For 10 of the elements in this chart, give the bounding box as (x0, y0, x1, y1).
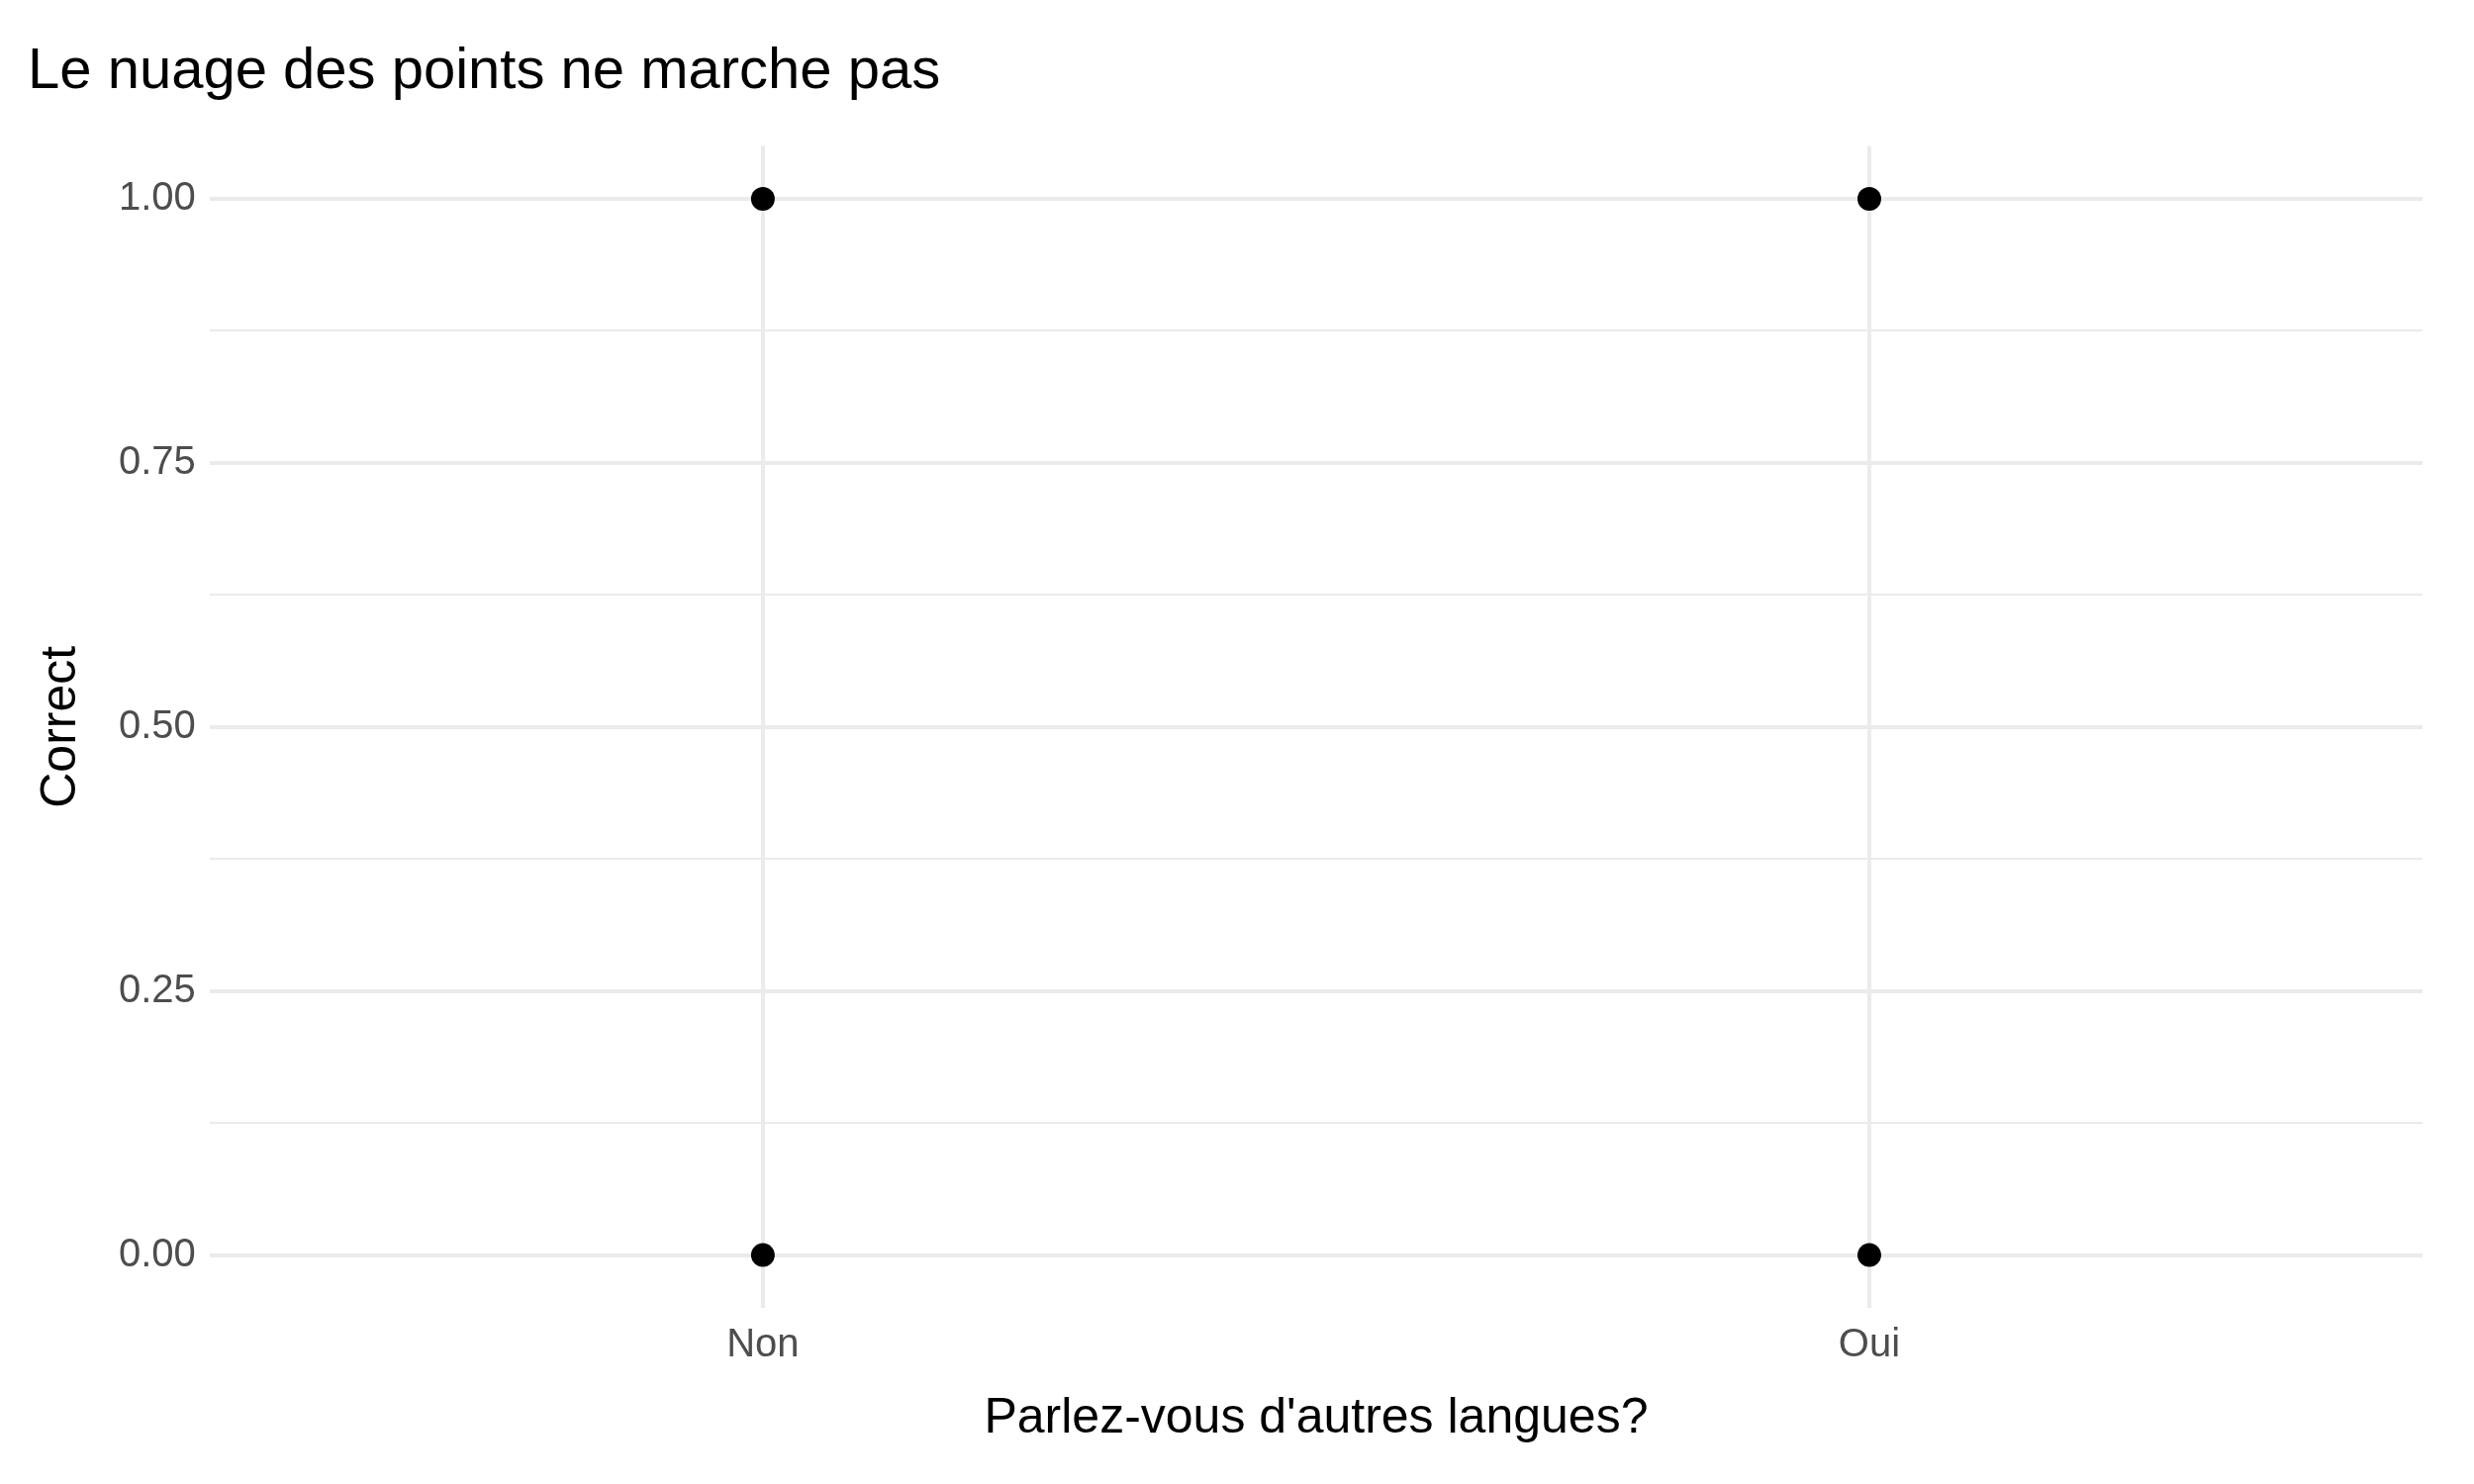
x-axis-title: Parlez-vous d'autres langues? (984, 1387, 1649, 1443)
y-tick-label: 1.00 (118, 174, 196, 219)
x-tick-label: Oui (1838, 1321, 1901, 1365)
y-tick-label: 0.75 (118, 437, 196, 482)
y-tick-label: 0.00 (118, 1230, 196, 1274)
y-tick-label: 0.25 (118, 966, 196, 1010)
y-tick-label: 0.50 (118, 701, 196, 746)
chart-title: Le nuage des points ne marche pas (28, 35, 941, 100)
x-tick-label: Non (726, 1321, 800, 1365)
y-axis-title: Correct (30, 645, 86, 808)
